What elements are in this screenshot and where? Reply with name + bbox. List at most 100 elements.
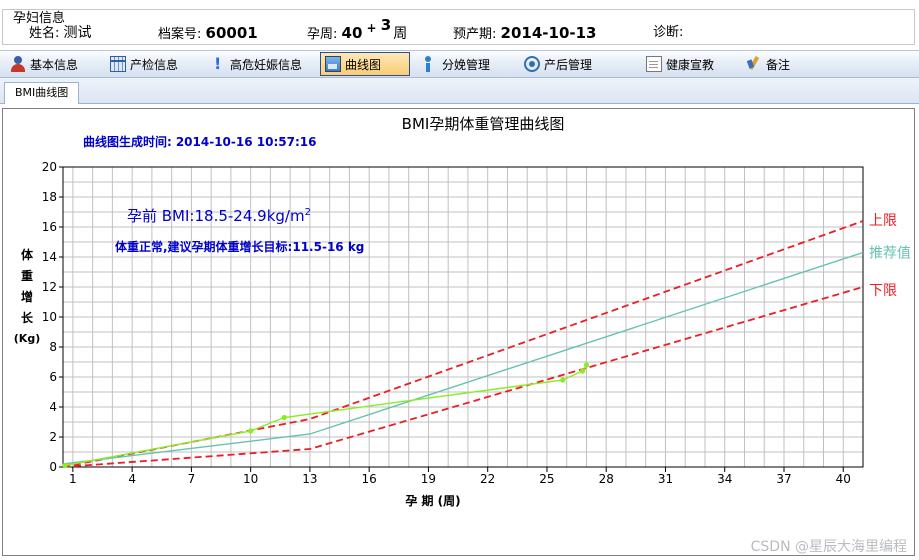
- chart-series: [62, 220, 864, 469]
- gestational-week-unit: 周: [393, 26, 408, 42]
- info-icon: [422, 56, 438, 72]
- gestational-week-plus: +: [366, 21, 377, 35]
- y-tick-label: 10: [42, 310, 57, 324]
- pen-icon: [746, 56, 762, 72]
- gestational-week-days: 3: [380, 16, 392, 34]
- due-date-label: 预产期:: [453, 27, 497, 42]
- toolbar-delivery-label: 分娩管理: [442, 57, 491, 72]
- y-axis-label-char: 长: [21, 310, 34, 325]
- x-tick-label: 25: [539, 472, 554, 486]
- y-axis-label-char: 体: [21, 247, 34, 262]
- y-tick-label: 12: [42, 280, 57, 294]
- x-tick-label: 22: [480, 472, 495, 486]
- chart-icon: [325, 56, 341, 72]
- x-tick-label: 40: [836, 472, 851, 486]
- file-number-label: 档案号:: [158, 27, 202, 42]
- toolbar-health-education-label: 健康宣教: [666, 57, 715, 72]
- chart-tabstrip: BMI曲线图: [0, 78, 919, 104]
- measured-point: [62, 462, 68, 469]
- toolbar-chart-label: 曲线图: [345, 57, 382, 72]
- x-tick-label: 31: [658, 472, 673, 486]
- measured-point: [281, 414, 287, 421]
- module-toolbar: 基本信息 产检信息 高危妊娠信息 曲线图 分娩管理 产后管理 健康宣教 备注: [0, 50, 919, 78]
- patient-name-label: 姓名:: [29, 26, 60, 41]
- user-icon: [10, 56, 26, 72]
- exclamation-icon: [210, 54, 226, 73]
- x-tick-label: 19: [421, 472, 436, 486]
- measured-point: [579, 368, 586, 374]
- measured-point: [583, 362, 590, 368]
- generated-time: 曲线图生成时间: 2014-10-16 10:57:16: [83, 134, 316, 149]
- measured-point: [248, 428, 254, 434]
- phone-icon: [524, 56, 540, 72]
- x-tick-label: 1: [69, 472, 77, 486]
- legend-label-1: 推荐值: [869, 246, 911, 262]
- generated-time-value: 2014-10-16 10:57:16: [176, 135, 317, 149]
- series-recommended-line: [62, 251, 864, 465]
- x-tick-label: 4: [128, 472, 136, 486]
- toolbar-postpartum-button[interactable]: 产后管理: [520, 52, 596, 76]
- gestational-week-weeks: 40: [341, 24, 363, 42]
- toolbar-delivery-button[interactable]: 分娩管理: [418, 52, 494, 76]
- bmi-annotation: 孕前 BMI:18.5-24.9kg/m2: [127, 207, 311, 225]
- bmi-chart: 1 4 7 10 13 16 19 22 25 28 31 34 37 40024681012141618…: [14, 115, 911, 508]
- calendar-icon: [110, 56, 126, 72]
- file-number: 档案号: 60001: [158, 24, 258, 44]
- toolbar-high-risk-button[interactable]: 高危妊娠信息: [206, 52, 306, 76]
- y-tick-label: 20: [42, 160, 57, 174]
- y-tick-label: 6: [49, 370, 57, 384]
- diagnosis: 诊断:: [653, 24, 683, 42]
- legend-label-2: 下限: [869, 283, 897, 299]
- bmi-annotation-sup: 2: [305, 207, 311, 218]
- document-icon: [646, 56, 662, 72]
- generated-time-label: 曲线图生成时间:: [83, 134, 172, 149]
- bmi-chart-panel: 1 4 7 10 13 16 19 22 25 28 31 34 37 40 0 2 4 6 8 10 12 14 16 18…: [2, 108, 915, 556]
- x-tick-label: 7: [188, 472, 196, 486]
- toolbar-health-education-button[interactable]: 健康宣教: [642, 52, 718, 76]
- gestational-week-label: 孕周:: [307, 27, 338, 42]
- x-tick-label: 34: [717, 472, 732, 486]
- toolbar-postpartum-label: 产后管理: [544, 57, 593, 72]
- toolbar-notes-label: 备注: [766, 57, 791, 72]
- file-number-value: 60001: [205, 24, 258, 42]
- toolbar-basic-info-label: 基本信息: [30, 57, 79, 72]
- patient-info-legend: 孕妇信息: [11, 11, 68, 27]
- y-tick-label: 18: [42, 190, 57, 204]
- x-tick-label: 10: [243, 472, 258, 486]
- diagnosis-label: 诊断:: [653, 25, 684, 40]
- watermark: CSDN @星辰大海里编程: [750, 539, 907, 555]
- toolbar-basic-info-button[interactable]: 基本信息: [6, 52, 82, 76]
- toolbar-notes-button[interactable]: 备注: [742, 52, 794, 76]
- y-tick-label: 14: [42, 250, 57, 264]
- measured-point: [560, 377, 566, 383]
- y-axis-label-char: 重: [21, 268, 33, 283]
- legend-label-0: 上限: [869, 213, 897, 229]
- y-axis-unit: (Kg): [14, 332, 40, 345]
- x-tick-label: 16: [362, 472, 377, 486]
- x-tick-label: 37: [776, 472, 791, 486]
- x-tick-label: 28: [599, 472, 614, 486]
- series-upper-limit-line: [62, 220, 864, 468]
- toolbar-chart-button[interactable]: 曲线图: [320, 52, 410, 76]
- y-tick-label: 2: [49, 430, 57, 444]
- bmi-annotation-text: 孕前 BMI:18.5-24.9kg/m: [127, 207, 305, 225]
- due-date: 预产期: 2014-10-13: [453, 24, 596, 44]
- y-tick-label: 8: [49, 340, 57, 354]
- x-axis-label: 孕 期 (周): [405, 493, 460, 508]
- y-tick-label: 16: [42, 220, 57, 234]
- y-axis-label-char: 增: [21, 289, 33, 304]
- y-tick-label: 0: [49, 460, 57, 474]
- tab-bmi-chart[interactable]: BMI曲线图: [4, 82, 80, 104]
- series-lower-limit-line: [62, 286, 864, 468]
- x-tick-label: 13: [302, 472, 317, 486]
- toolbar-high-risk-label: 高危妊娠信息: [230, 57, 303, 72]
- toolbar-prenatal-check-button[interactable]: 产检信息: [106, 52, 182, 76]
- chart-axes: 1 4 7 10 13 16 19 22 25 28 31 34 37 40024681012141618…: [42, 160, 864, 486]
- chart-title: BMI孕期体重管理曲线图: [402, 115, 565, 133]
- series-measured-line: [64, 364, 588, 467]
- patient-name-value: 测试: [63, 25, 92, 41]
- due-date-value: 2014-10-13: [500, 24, 597, 42]
